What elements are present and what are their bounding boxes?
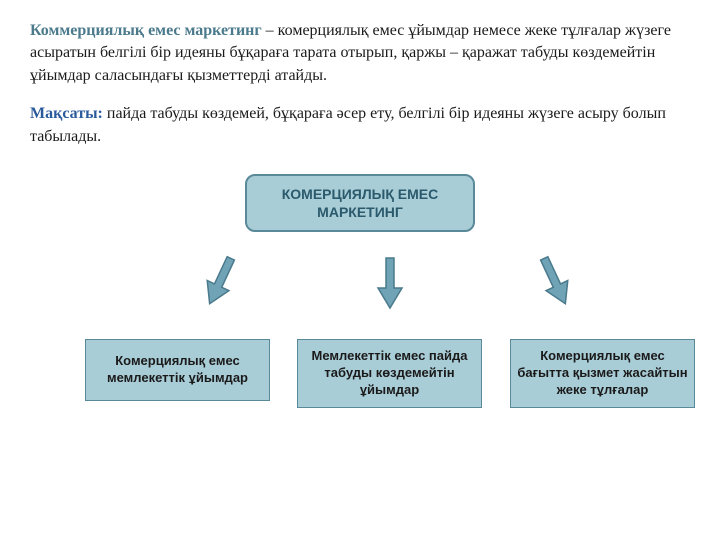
- child-node-1: Комерциялық емес мемлекеттік ұйымдар: [85, 339, 270, 401]
- child-node-2: Мемлекеттік емес пайда табуды көздемейті…: [297, 339, 482, 408]
- goal-text: пайда табуды көздемей, бұқараға әсер ету…: [30, 105, 666, 144]
- definition-paragraph: Коммерциялық емес маркетинг – комерциялы…: [30, 20, 690, 87]
- arrow-right-icon: [530, 250, 580, 313]
- child-node-3: Комерциялық емес бағытта қызмет жасайтын…: [510, 339, 695, 408]
- arrow-left-icon: [195, 250, 245, 313]
- main-node: КОМЕРЦИЯЛЫҚ ЕМЕС МАРКЕТИНГ: [245, 174, 475, 232]
- goal-paragraph: Мақсаты: пайда табуды көздемей, бұқараға…: [30, 103, 690, 148]
- term-highlight: Коммерциялық емес маркетинг: [30, 22, 262, 39]
- arrow-center-icon: [375, 256, 405, 311]
- goal-label: Мақсаты:: [30, 105, 103, 122]
- diagram-container: КОМЕРЦИЯЛЫҚ ЕМЕС МАРКЕТИНГ Комерциялық е…: [30, 164, 690, 474]
